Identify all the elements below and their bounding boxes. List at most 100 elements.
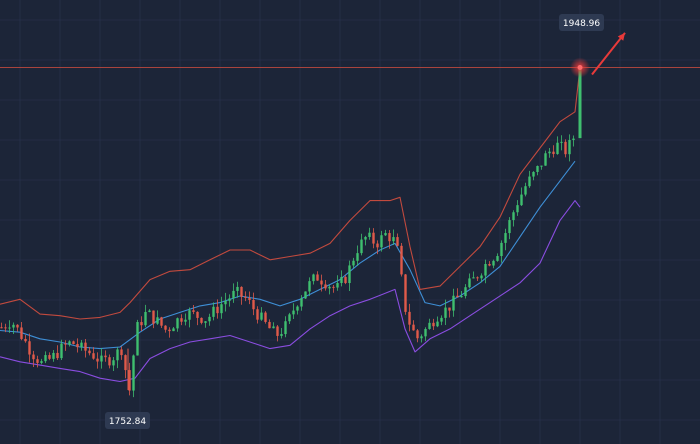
candle-up [116, 349, 119, 361]
candle-up [480, 275, 483, 279]
candle-up [60, 343, 63, 359]
candle-up [340, 276, 343, 284]
candle-down [268, 321, 271, 329]
candle-up [260, 312, 263, 320]
candle-down [0, 327, 3, 329]
candle-down [56, 352, 59, 359]
low-price-label: 1752.84 [105, 412, 150, 429]
upper-band-line [0, 67, 581, 320]
candle-up [312, 274, 315, 282]
candle-up [308, 281, 311, 292]
candle-up [496, 256, 499, 261]
candle-up [300, 298, 303, 307]
candle-up [540, 165, 543, 167]
candle-down [240, 286, 243, 297]
candle-up [236, 286, 239, 291]
candle-down [96, 358, 99, 362]
candle-up [204, 321, 207, 323]
candle-up [464, 287, 467, 297]
candle-down [396, 237, 399, 246]
lower-band-line [0, 200, 581, 383]
candle-down [400, 245, 403, 275]
candle-down [200, 317, 203, 323]
candle-down [152, 310, 155, 324]
candle-down [28, 341, 31, 355]
candle-down [84, 342, 87, 351]
candle-down [264, 312, 267, 322]
candle-up [556, 142, 559, 155]
candle-up [44, 355, 47, 362]
candle-up [220, 304, 223, 314]
candle-down [196, 311, 199, 318]
candle-down [372, 232, 375, 244]
candle-down [20, 327, 23, 339]
candle-up [520, 194, 523, 206]
candle-down [108, 357, 111, 366]
candle-up [172, 328, 175, 332]
candle-down [248, 297, 251, 300]
candle-down [160, 317, 163, 326]
candle-up [272, 326, 275, 329]
candle-up [224, 300, 227, 305]
candle-up [364, 236, 367, 240]
candle-up [492, 260, 495, 266]
candle-up [516, 205, 519, 213]
candle-down [432, 322, 435, 327]
high-price-text: 1948.96 [563, 19, 600, 29]
candle-up [392, 237, 395, 242]
candle-down [344, 276, 347, 284]
candle-up [548, 151, 551, 154]
candle-down [164, 325, 167, 330]
candle-down [64, 343, 67, 345]
candle-up [544, 153, 547, 166]
candle-up [500, 242, 503, 257]
candle-up [536, 165, 539, 172]
candle-up [356, 253, 359, 261]
candle-down [252, 299, 255, 310]
low-price-text: 1752.84 [109, 417, 146, 427]
candle-up [228, 298, 231, 301]
candle-up [360, 239, 363, 254]
candle-down [316, 274, 319, 281]
candle-up [40, 361, 43, 363]
middle-band-line [0, 160, 576, 350]
candle-down [376, 243, 379, 248]
high-price-label: 1948.96 [559, 14, 604, 31]
candle-down [552, 151, 555, 155]
candle-up [524, 186, 527, 195]
candle-down [324, 284, 327, 289]
candle-up [148, 310, 151, 312]
candle-down [128, 370, 131, 391]
candle-down [24, 338, 27, 342]
candle-up [136, 322, 139, 356]
candle-up [284, 321, 287, 335]
price-dot [577, 64, 583, 70]
candle-up [336, 283, 339, 288]
candle-down [216, 306, 219, 314]
bollinger-bands [0, 67, 581, 383]
candle-down [120, 349, 123, 356]
candle-up [420, 336, 423, 339]
candle-down [4, 327, 7, 329]
candle-up [100, 355, 103, 362]
candle-up [512, 212, 515, 221]
candle-down [76, 344, 79, 348]
candle-up [352, 260, 355, 266]
candle-up [292, 310, 295, 315]
candle-up [424, 328, 427, 337]
candle-down [88, 350, 91, 354]
candle-down [408, 311, 411, 325]
candle-up [472, 277, 475, 279]
candle-down [332, 286, 335, 288]
candle-up [80, 342, 83, 348]
candle-up [528, 176, 531, 187]
candle-down [244, 296, 247, 298]
candle-down [476, 277, 479, 279]
candle-up [232, 290, 235, 299]
candle-up [428, 322, 431, 329]
candle-down [124, 355, 127, 371]
candle-up [452, 295, 455, 311]
